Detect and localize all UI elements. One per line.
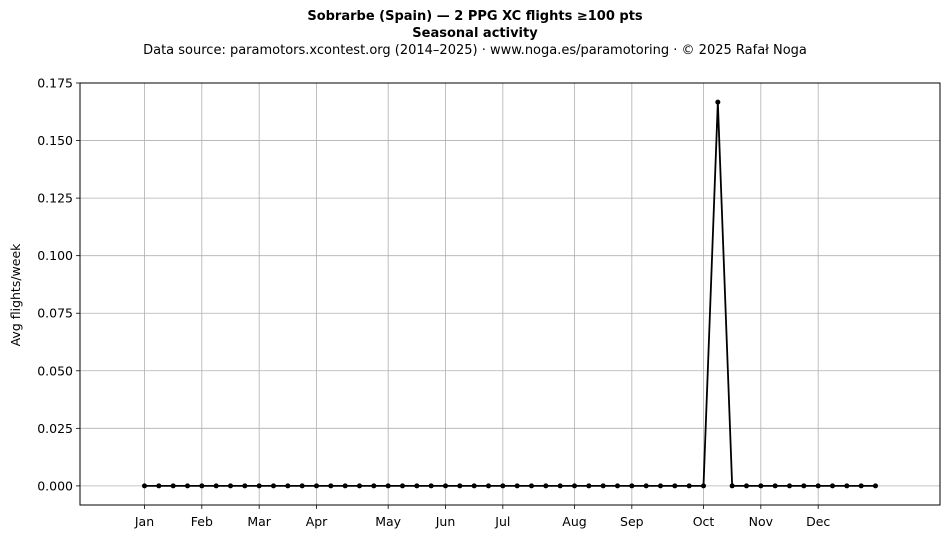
data-point: [844, 483, 850, 489]
data-point: [256, 483, 262, 489]
x-tick-label: Jul: [494, 514, 510, 529]
data-point: [443, 483, 448, 489]
data-point: [557, 483, 563, 489]
y-tick-label: 0.075: [37, 306, 73, 321]
y-tick-label: 0.050: [37, 363, 73, 378]
data-point: [586, 483, 592, 489]
x-tick-label: May: [375, 514, 401, 529]
data-point: [170, 483, 176, 489]
y-tick-label: 0.025: [37, 421, 73, 436]
data-point: [285, 483, 291, 489]
series-layer: [142, 99, 878, 489]
data-point: [514, 483, 520, 489]
data-point: [758, 483, 764, 489]
data-point: [600, 483, 606, 489]
data-point: [457, 483, 463, 489]
data-point: [615, 483, 620, 489]
data-point: [658, 483, 663, 489]
data-point: [213, 483, 219, 489]
x-tick-label: Mar: [247, 514, 271, 529]
data-point: [314, 483, 319, 489]
y-tick-label: 0.175: [37, 76, 73, 91]
x-tick-label: Oct: [693, 514, 715, 529]
data-point: [543, 483, 549, 489]
data-point: [873, 483, 878, 489]
data-point: [242, 483, 248, 489]
data-point: [185, 483, 190, 489]
data-point: [199, 483, 205, 489]
data-point: [772, 483, 778, 489]
data-point: [672, 483, 678, 489]
data-point: [500, 483, 506, 489]
data-point: [858, 483, 864, 489]
data-point: [142, 483, 147, 489]
x-tick-label: Jun: [435, 514, 456, 529]
x-tick-label: Dec: [806, 514, 830, 529]
data-point: [299, 483, 305, 489]
axes-layer: 0.000 0.025 0.050 0.075 0.100 0.125 0.150 0.175…: [37, 76, 941, 529]
grid-layer: [80, 82, 940, 505]
data-point: [400, 483, 405, 489]
data-point: [801, 483, 807, 489]
y-axis-label: Avg flights/week: [8, 243, 23, 347]
y-tick-label: 0.125: [37, 191, 73, 206]
chart-title-block: Sobrarbe (Spain) — 2 PPG XC flights ≥100…: [0, 8, 950, 59]
x-tick-label: Apr: [306, 514, 328, 529]
data-point: [328, 483, 334, 489]
x-tick-label: Nov: [749, 514, 774, 529]
data-point: [414, 483, 420, 489]
data-point: [471, 483, 477, 489]
data-point: [787, 483, 792, 489]
chart-source-line: Data source: paramotors.xcontest.org (20…: [143, 43, 807, 58]
data-point: [228, 483, 233, 489]
plot-frame: [79, 82, 941, 506]
data-point: [529, 483, 534, 489]
x-tick-label: Aug: [562, 514, 586, 529]
data-point: [428, 483, 434, 489]
data-point: [715, 99, 721, 105]
data-point: [385, 483, 391, 489]
data-point: [744, 483, 749, 489]
data-point: [371, 483, 377, 489]
chart-subtitle: Seasonal activity: [412, 26, 538, 41]
y-tick-label: 0.150: [37, 133, 73, 148]
data-point: [156, 483, 162, 489]
data-point: [572, 483, 577, 489]
data-point: [271, 483, 276, 489]
x-tick-label: Sep: [620, 514, 644, 529]
data-point: [701, 483, 706, 489]
y-tick-label: 0.000: [37, 478, 73, 493]
data-point: [686, 483, 692, 489]
data-point: [357, 483, 362, 489]
data-point: [486, 483, 491, 489]
data-point: [342, 483, 348, 489]
x-tick-label: Feb: [191, 514, 213, 529]
data-point: [643, 483, 649, 489]
data-point: [729, 483, 735, 489]
data-point: [629, 483, 635, 489]
data-point: [830, 483, 835, 489]
series-line: [144, 101, 876, 487]
data-point: [815, 483, 821, 489]
x-tick-label: Jan: [134, 514, 154, 529]
chart-title: Sobrarbe (Spain) — 2 PPG XC flights ≥100…: [307, 9, 643, 24]
y-tick-label: 0.100: [37, 248, 73, 263]
